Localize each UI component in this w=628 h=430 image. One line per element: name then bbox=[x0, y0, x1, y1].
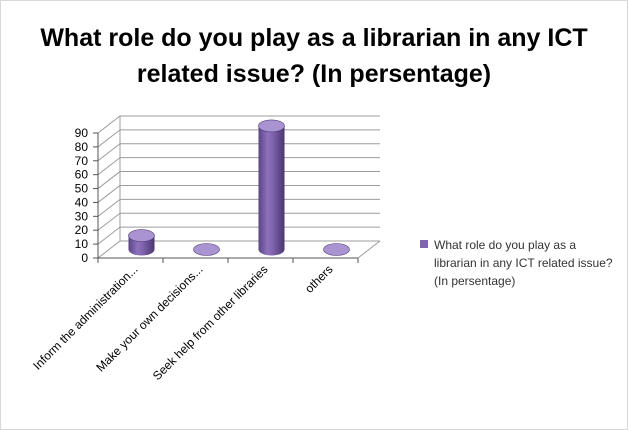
floor-right-edge bbox=[357, 240, 381, 259]
label-layer: Inform the administration...Make your ow… bbox=[30, 262, 335, 383]
legend-label: What role do you play as a librarian in … bbox=[434, 238, 613, 288]
y-tick-label: 30 bbox=[75, 209, 89, 223]
y-tick-label: 40 bbox=[75, 195, 89, 209]
grid-layer bbox=[97, 115, 380, 259]
bar bbox=[128, 229, 155, 256]
bar-layer bbox=[128, 119, 350, 256]
y-tick-label: 90 bbox=[75, 126, 89, 140]
bar-top bbox=[193, 243, 220, 256]
gridline-diagonal bbox=[97, 198, 121, 217]
gridline-diagonal bbox=[97, 226, 121, 245]
gridline-diagonal bbox=[97, 185, 121, 203]
bar bbox=[258, 119, 285, 256]
y-tick-label: 70 bbox=[75, 154, 89, 168]
y-tick-label: 10 bbox=[75, 237, 89, 251]
gridline-diagonal bbox=[97, 115, 121, 134]
y-tick-label: 60 bbox=[75, 168, 89, 182]
bar bbox=[323, 243, 350, 256]
bar-top bbox=[258, 119, 285, 133]
category-label: Inform the administration... bbox=[30, 262, 140, 372]
gridline-diagonal bbox=[97, 212, 121, 231]
legend: What role do you play as a librarian in … bbox=[420, 236, 620, 290]
legend-swatch bbox=[420, 240, 428, 248]
bar-top bbox=[128, 229, 155, 242]
bar bbox=[193, 243, 220, 256]
gridline-diagonal bbox=[97, 129, 121, 148]
chart-title-line-1: What role do you play as a librarian in … bbox=[40, 24, 588, 52]
bar-top bbox=[323, 243, 350, 256]
category-label: Seek help from other libraries bbox=[150, 262, 271, 383]
category-label: Make your own decisions... bbox=[93, 262, 205, 374]
gridline-diagonal bbox=[97, 240, 121, 259]
gridline-diagonal bbox=[97, 171, 121, 189]
bar-body bbox=[258, 125, 285, 256]
y-tick-label: 80 bbox=[75, 140, 89, 154]
y-tick-label: 0 bbox=[81, 251, 88, 265]
y-tick-label: 50 bbox=[75, 182, 89, 196]
gridline-diagonal bbox=[97, 143, 121, 162]
category-label: others bbox=[302, 262, 335, 295]
y-tick-label: 20 bbox=[75, 223, 89, 237]
chart-title-line-2: related issue? (In persentage) bbox=[136, 60, 492, 88]
gridline-diagonal bbox=[97, 157, 121, 176]
